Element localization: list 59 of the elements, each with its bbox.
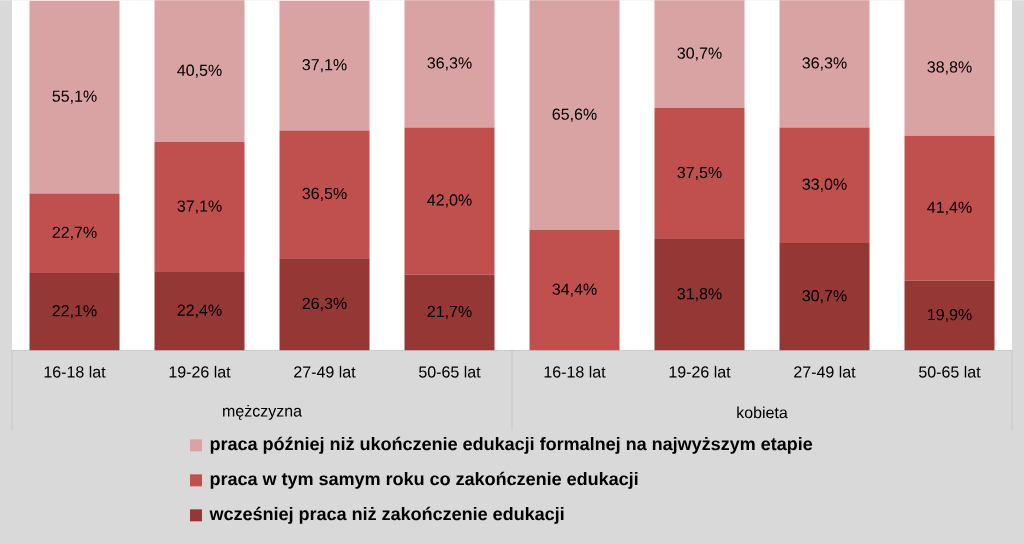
data-label: 41,4% (927, 201, 972, 215)
x-tick-label: 16-18 lat (44, 365, 106, 378)
legend-label: wcześniej praca niż zakończenie edukacji (209, 506, 564, 524)
legend-label: praca w tym samym roku co zakończenie edukacji (210, 471, 638, 489)
data-label: 37,5% (677, 166, 722, 180)
bar (404, 127, 495, 275)
bar (154, 0, 245, 142)
bar (904, 135, 995, 281)
bar (29, 0, 120, 194)
bar (154, 271, 245, 351)
x-tick-label: 50-65 lat (919, 365, 981, 378)
data-label: 37,1% (177, 200, 222, 214)
bar (904, 280, 995, 351)
data-label: 21,7% (427, 305, 472, 319)
x-tick-label: 19-26 lat (169, 365, 231, 378)
bar (279, 130, 370, 259)
legend-label: praca później niż ukończenie edukacji formalnej na najwyższym etapie (210, 436, 813, 454)
bar (29, 193, 120, 273)
text: mężczyzna (223, 404, 303, 420)
bar (279, 0, 370, 131)
bar (279, 258, 370, 351)
x-tick-label: 19-26 lat (669, 365, 731, 378)
bar (404, 274, 495, 351)
data-label: 40,5% (177, 64, 222, 78)
bar (779, 242, 870, 351)
data-label: 65,6% (552, 108, 597, 122)
data-label: 37,1% (302, 58, 347, 73)
data-label: 36,5% (302, 187, 347, 201)
data-label: 30,7% (677, 47, 722, 61)
bar (29, 272, 120, 351)
bar (654, 238, 745, 351)
x-tick-label: 50-65 lat (419, 365, 481, 378)
data-label: 36,3% (427, 57, 472, 71)
data-label: 22,7% (52, 226, 97, 240)
x-tick-label: 27-49 lat (794, 365, 856, 378)
bar (529, 0, 620, 230)
data-label: 36,3% (802, 57, 847, 71)
data-label: 34,4% (552, 283, 597, 297)
bar (904, 0, 995, 136)
data-label: 55,1% (52, 90, 97, 104)
bar (404, 0, 495, 128)
bar (154, 141, 245, 272)
data-label: 30,7% (802, 289, 847, 304)
bar (779, 127, 870, 243)
data-label: 22,1% (52, 304, 97, 319)
bar (529, 229, 620, 351)
data-label: 22,4% (177, 304, 222, 318)
bar (654, 107, 745, 239)
text: kobieta (737, 406, 788, 419)
data-label: 19,9% (928, 308, 972, 322)
bar (654, 0, 745, 108)
data-label: 33,0% (802, 178, 847, 192)
data-label: 42,0% (427, 194, 472, 208)
data-label: 26,3% (302, 297, 347, 311)
x-tick-label: 27-49 lat (294, 365, 356, 378)
x-tick-label: 16-18 lat (544, 365, 606, 378)
bar (779, 0, 870, 128)
data-label: 38,8% (927, 61, 972, 75)
data-label: 31,8% (677, 287, 722, 302)
